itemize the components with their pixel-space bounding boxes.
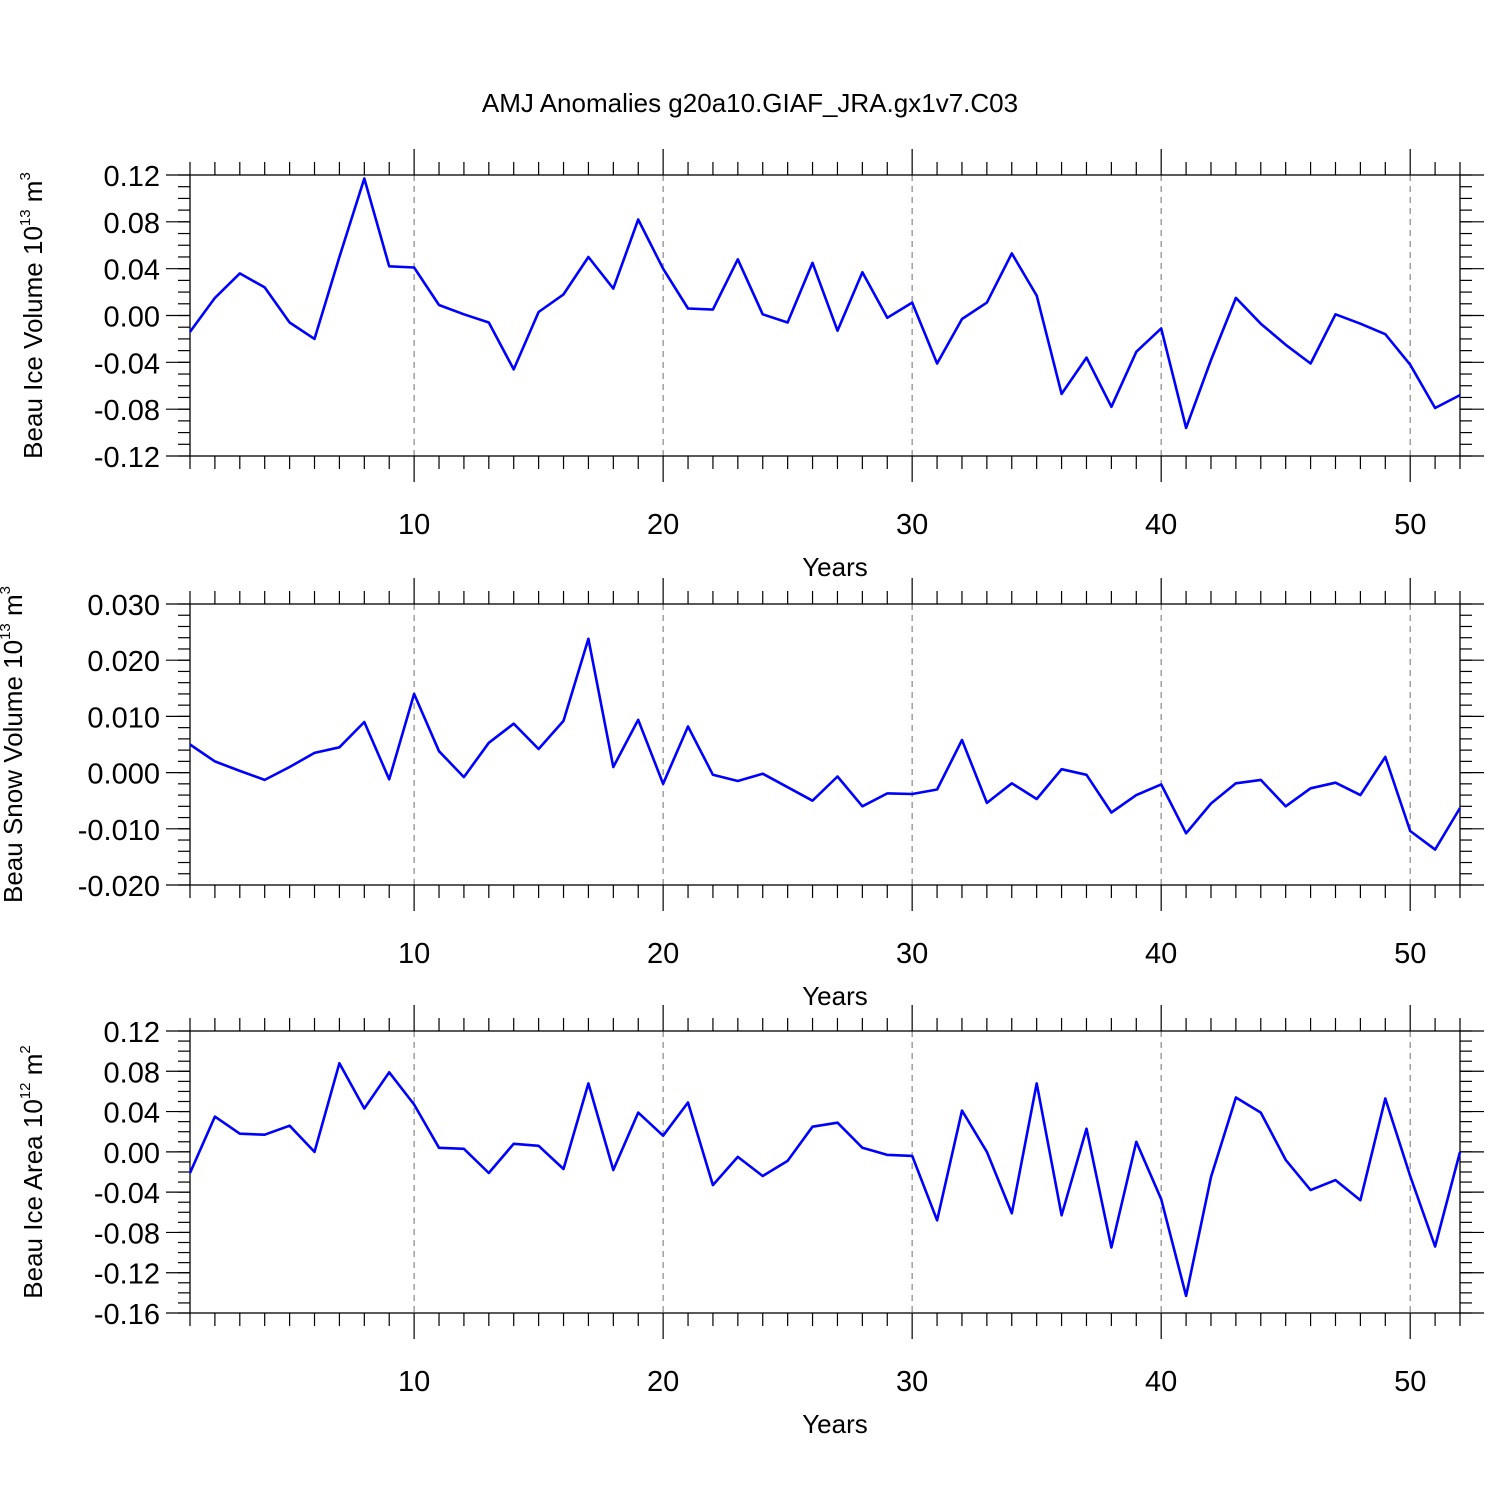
- x-tick-label: 40: [1145, 938, 1177, 970]
- x-tick-label: 30: [896, 1366, 928, 1398]
- y-tick-label: -0.16: [94, 1299, 160, 1331]
- y-axis-label: Beau Ice Area 1012 m2: [17, 1045, 48, 1298]
- y-tick-label: 0.12: [104, 1017, 160, 1049]
- y-tick-label: -0.04: [94, 1178, 160, 1210]
- y-tick-label: -0.08: [94, 1218, 160, 1250]
- x-tick-label: 50: [1394, 938, 1426, 970]
- x-tick-label: 20: [647, 1366, 679, 1398]
- y-tick-label: -0.010: [78, 815, 160, 847]
- y-tick-label: 0.04: [104, 1098, 160, 1130]
- x-tick-label: 20: [647, 509, 679, 541]
- y-tick-label: 0.08: [104, 208, 160, 240]
- chart-title: AMJ Anomalies g20a10.GIAF_JRA.gx1v7.C03: [482, 88, 1018, 118]
- x-tick-label: 50: [1394, 509, 1426, 541]
- y-tick-label: 0.00: [104, 302, 160, 334]
- y-axis-label: Beau Ice Volume 1013 m3: [17, 172, 48, 459]
- y-tick-label: -0.04: [94, 348, 160, 380]
- x-tick-label: 20: [647, 938, 679, 970]
- y-axis-label: Beau Snow Volume 1013 m3: [0, 586, 28, 903]
- x-tick-label: 40: [1145, 1366, 1177, 1398]
- x-tick-label: 10: [398, 1366, 430, 1398]
- x-axis-label: Years: [802, 552, 868, 582]
- plot-frame: [189, 603, 1461, 886]
- y-tick-label: -0.12: [94, 442, 160, 474]
- y-tick-label: 0.010: [87, 702, 160, 734]
- x-tick-label: 40: [1145, 509, 1177, 541]
- x-axis-label: Years: [802, 981, 868, 1011]
- y-tick-label: 0.08: [104, 1057, 160, 1089]
- x-tick-label: 30: [896, 938, 928, 970]
- plot-frame: [189, 174, 1461, 457]
- panels: 0.12 0.08 0.04 0.00 -0.04 -0.08 -0.12 10 20 30 40 5…: [0, 149, 1484, 1439]
- y-tick-label: 0.00: [104, 1138, 160, 1170]
- y-tick-label: 0.04: [104, 255, 160, 287]
- x-tick-label: 50: [1394, 1366, 1426, 1398]
- x-tick-label: 10: [398, 938, 430, 970]
- y-tick-label: 0.030: [87, 590, 160, 622]
- series-line: [189, 637, 1462, 851]
- y-tick-label: 0.000: [87, 759, 160, 791]
- x-tick-label: 10: [398, 509, 430, 541]
- panel-2: 0.030 0.020 0.010 0.000 -0.010 -0.020 10 20 30 40…: [0, 578, 1484, 1011]
- panel-1: 0.12 0.08 0.04 0.00 -0.04 -0.08 -0.12 10 20 30 40 5…: [17, 149, 1484, 582]
- y-tick-label: -0.08: [94, 395, 160, 427]
- y-tick-label: 0.12: [104, 161, 160, 193]
- series-line: [188, 177, 1461, 430]
- y-tick-label: 0.020: [87, 646, 160, 678]
- series-line: [188, 1061, 1462, 1298]
- y-tick-label: -0.020: [78, 871, 160, 903]
- y-tick-label: -0.12: [94, 1259, 160, 1291]
- plot-frame: [189, 1030, 1461, 1314]
- panel-3: 0.12 0.08 0.04 0.00 -0.04 -0.08 -0.12 -0.16 10 20…: [17, 1005, 1484, 1439]
- x-tick-label: 30: [896, 509, 928, 541]
- x-axis-label: Years: [802, 1409, 868, 1439]
